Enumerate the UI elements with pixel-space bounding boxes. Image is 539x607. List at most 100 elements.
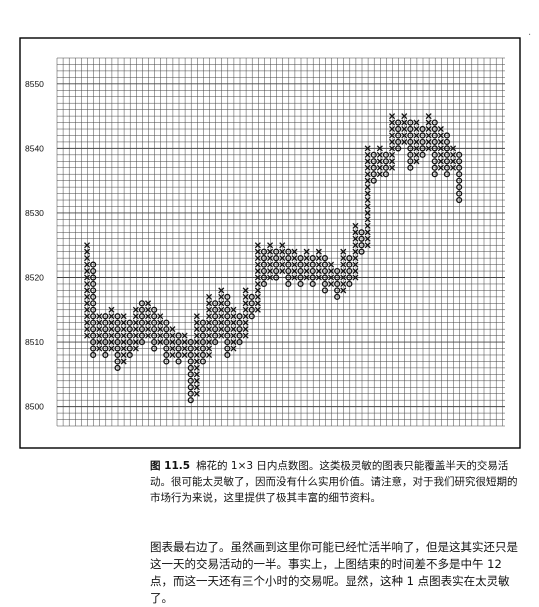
o-mark bbox=[199, 358, 207, 365]
x-mark bbox=[425, 113, 432, 120]
x-mark bbox=[352, 255, 359, 262]
x-mark bbox=[254, 300, 261, 307]
o-mark bbox=[334, 267, 341, 275]
o-mark bbox=[456, 158, 463, 165]
o-mark bbox=[187, 397, 194, 404]
x-mark bbox=[193, 364, 200, 371]
x-mark bbox=[389, 151, 396, 158]
x-mark bbox=[96, 319, 103, 326]
x-mark bbox=[132, 313, 139, 320]
o-mark bbox=[138, 326, 146, 333]
x-mark bbox=[145, 306, 152, 313]
x-mark bbox=[376, 151, 383, 158]
x-mark bbox=[218, 287, 225, 294]
o-mark bbox=[236, 326, 243, 333]
o-mark bbox=[199, 332, 207, 339]
o-mark bbox=[151, 313, 158, 320]
o-mark bbox=[187, 364, 194, 371]
x-mark bbox=[206, 293, 213, 300]
o-mark bbox=[419, 138, 426, 146]
o-mark bbox=[236, 332, 243, 339]
o-column bbox=[395, 119, 402, 152]
o-mark bbox=[407, 132, 414, 139]
x-mark bbox=[84, 255, 91, 262]
x-mark bbox=[254, 280, 261, 287]
x-mark bbox=[291, 248, 298, 255]
x-mark bbox=[193, 358, 200, 365]
x-column bbox=[364, 145, 371, 249]
x-mark bbox=[181, 339, 188, 346]
o-mark bbox=[199, 319, 207, 326]
o-mark bbox=[395, 138, 402, 146]
x-mark bbox=[218, 293, 225, 300]
o-mark bbox=[224, 332, 231, 339]
x-mark bbox=[181, 351, 188, 359]
o-mark bbox=[321, 287, 329, 294]
margin-mark: · bbox=[528, 30, 532, 41]
x-mark bbox=[120, 332, 127, 339]
o-mark bbox=[102, 326, 109, 333]
x-mark bbox=[364, 242, 371, 249]
o-mark bbox=[407, 145, 414, 152]
x-mark bbox=[328, 268, 335, 275]
x-mark bbox=[206, 319, 213, 326]
x-mark bbox=[218, 326, 225, 333]
x-mark bbox=[267, 248, 274, 255]
figure-caption: 图 11.5 棉花的 1×3 日内点数图。这类极灵敏的图表只能覆盖半天的交易活动。… bbox=[150, 458, 520, 506]
x-mark bbox=[145, 319, 152, 326]
x-mark bbox=[291, 261, 298, 268]
o-mark bbox=[346, 280, 353, 288]
x-mark bbox=[389, 113, 396, 120]
x-column bbox=[242, 287, 249, 339]
o-mark bbox=[248, 306, 255, 313]
x-mark bbox=[401, 113, 408, 120]
o-column bbox=[419, 125, 426, 158]
o-mark bbox=[175, 332, 182, 339]
o-mark bbox=[321, 267, 329, 275]
x-mark bbox=[315, 255, 322, 262]
o-mark bbox=[114, 326, 121, 333]
x-mark bbox=[230, 306, 237, 313]
x-mark bbox=[206, 351, 213, 359]
x-mark bbox=[132, 332, 139, 339]
o-mark bbox=[407, 158, 414, 165]
o-mark bbox=[224, 338, 231, 346]
o-mark bbox=[248, 293, 255, 300]
x-mark bbox=[193, 313, 200, 320]
o-column bbox=[273, 248, 280, 281]
x-mark bbox=[437, 132, 444, 139]
o-mark bbox=[419, 132, 426, 139]
o-mark bbox=[138, 313, 146, 320]
o-mark bbox=[260, 248, 268, 255]
x-column bbox=[352, 222, 359, 281]
y-tick-label: 8510 bbox=[25, 337, 44, 347]
x-mark bbox=[352, 229, 359, 236]
o-column bbox=[102, 313, 109, 359]
x-mark bbox=[254, 293, 261, 300]
x-mark bbox=[169, 345, 176, 352]
o-mark bbox=[431, 158, 438, 165]
x-mark bbox=[84, 326, 91, 333]
o-mark bbox=[273, 274, 280, 281]
x-mark bbox=[206, 345, 213, 352]
o-mark bbox=[151, 319, 158, 326]
x-column bbox=[120, 313, 127, 365]
x-mark bbox=[120, 313, 127, 320]
x-mark bbox=[230, 339, 237, 346]
o-mark bbox=[102, 351, 109, 359]
o-mark bbox=[102, 345, 109, 352]
o-mark bbox=[114, 313, 121, 320]
o-mark bbox=[273, 267, 280, 275]
x-mark bbox=[291, 255, 298, 262]
o-mark bbox=[163, 326, 170, 333]
x-mark bbox=[218, 332, 225, 339]
o-column bbox=[248, 293, 255, 320]
o-mark bbox=[90, 267, 97, 275]
o-mark bbox=[248, 300, 255, 307]
x-mark bbox=[450, 164, 457, 171]
x-mark bbox=[340, 255, 347, 262]
o-column bbox=[114, 313, 121, 371]
x-mark bbox=[120, 351, 127, 359]
x-column bbox=[193, 313, 200, 397]
o-mark bbox=[334, 280, 341, 288]
